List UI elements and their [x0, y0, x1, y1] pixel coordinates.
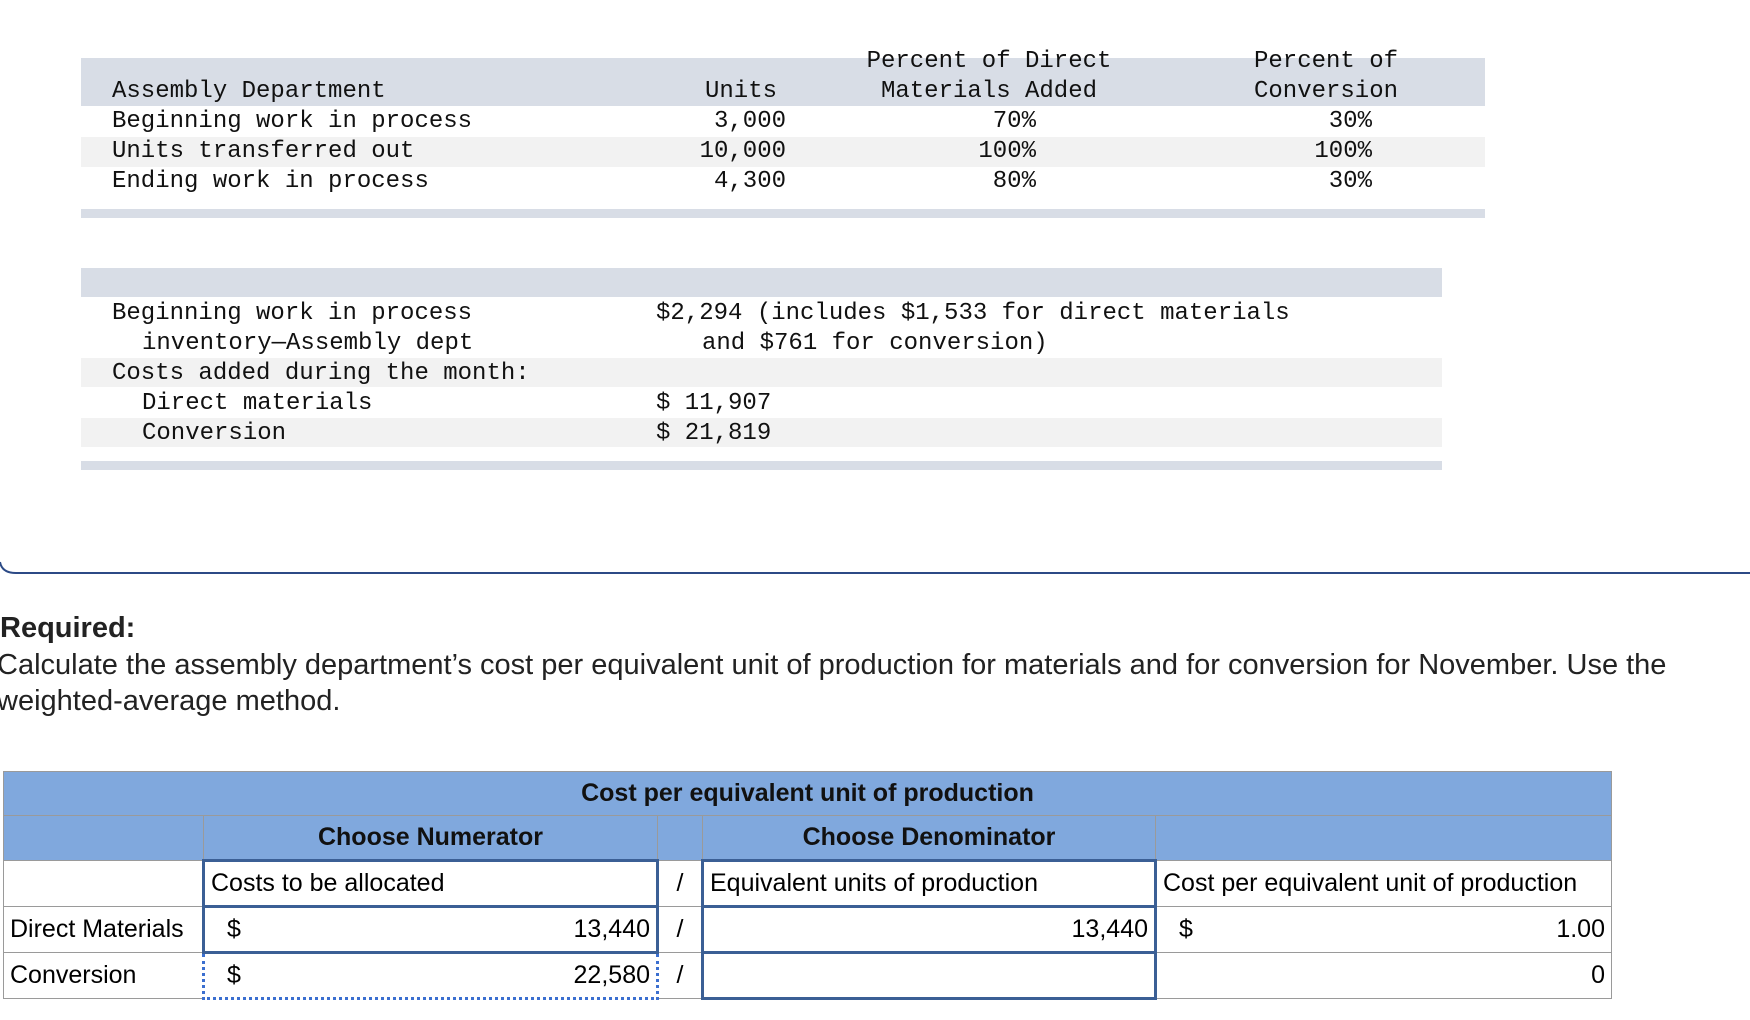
header-cell	[657, 815, 703, 861]
data-row: Conversion $22,580/0	[3, 951, 1612, 1000]
row-label: Beginning work in process	[112, 300, 473, 327]
row-label: Costs added during the month:	[112, 360, 530, 387]
column-header: Conversion	[1253, 78, 1399, 105]
result-cell: $1.00	[1155, 906, 1612, 953]
currency: $	[1179, 915, 1193, 943]
result-value: 1.00	[1556, 915, 1605, 943]
cell: 30%	[1328, 108, 1372, 135]
footer-band	[81, 461, 1442, 470]
slash: /	[657, 952, 703, 999]
row-label: inventory—Assembly dept	[142, 330, 474, 357]
row-label: Conversion	[3, 952, 204, 999]
data-row: Direct Materials $13,440/13,440 $1.00	[3, 905, 1612, 954]
cell: 30%	[1328, 168, 1372, 195]
header-row: Choose Numerator Choose Denominator	[3, 815, 1612, 861]
numerator-input[interactable]: $22,580	[202, 951, 659, 1000]
cell: 10,000	[699, 138, 786, 165]
result-cell: 0	[1155, 952, 1612, 999]
numerator-value: 13,440	[573, 915, 650, 943]
result-value: 0	[1591, 961, 1605, 989]
column-header: Choose Numerator	[203, 815, 658, 861]
column-header: Choose Denominator	[702, 815, 1156, 861]
column-header: Percent of	[1253, 48, 1399, 75]
divider	[0, 561, 1750, 574]
row-label: Conversion	[142, 420, 287, 447]
cell: 3,000	[713, 108, 786, 135]
denominator-input[interactable]	[701, 951, 1157, 1000]
column-header: Percent of Direct	[866, 48, 1112, 75]
header-cell	[3, 815, 204, 861]
row-shade	[81, 137, 1485, 167]
cell: 100%	[1314, 138, 1372, 165]
numerator-value: 22,580	[573, 961, 650, 989]
row-label: Ending work in process	[112, 168, 429, 195]
cell: 4,300	[713, 168, 786, 195]
result-header: Cost per equivalent unit of production	[1155, 860, 1612, 907]
required-text: Calculate the assembly department’s cost…	[0, 649, 1667, 717]
header-band	[81, 58, 1485, 106]
denominator-input[interactable]: 13,440	[701, 905, 1157, 954]
title-row: Cost per equivalent unit of production	[3, 771, 1612, 816]
numerator-select[interactable]: Costs to be allocated	[202, 859, 659, 908]
row-label: Beginning work in process	[112, 108, 473, 135]
cell: 80%	[992, 168, 1036, 195]
header-band	[81, 268, 1442, 297]
row-shade	[81, 358, 1442, 387]
units-table: Assembly Department Units Percent of Direc…	[0, 0, 1750, 230]
row-shade	[81, 418, 1442, 447]
cell: 100%	[978, 138, 1036, 165]
column-header: Assembly Department	[112, 78, 386, 105]
numerator-input[interactable]: $13,440	[202, 905, 659, 954]
column-header: Units	[704, 78, 778, 105]
slash: /	[657, 906, 703, 953]
header-cell	[1155, 815, 1612, 861]
required-title: Required:	[0, 612, 136, 644]
cell: $2,294 (includes $1,533 for direct mater…	[656, 300, 1290, 327]
row-label: Direct Materials	[3, 906, 204, 953]
answer-table: Cost per equivalent unit of production Ch…	[3, 771, 1612, 1000]
subheader-row: Costs to be allocated / Equivalent units o…	[3, 859, 1612, 908]
cell: $ 21,819	[656, 420, 772, 447]
currency: $	[227, 915, 241, 943]
slash: /	[657, 860, 703, 907]
cell: 70%	[992, 108, 1036, 135]
currency: $	[227, 961, 241, 989]
denominator-select[interactable]: Equivalent units of production	[701, 859, 1157, 908]
table-title: Cost per equivalent unit of production	[3, 771, 1612, 816]
cell: and $761 for conversion)	[702, 330, 1048, 357]
row-label: Units transferred out	[112, 138, 415, 165]
cell: $ 11,907	[656, 390, 772, 417]
blank-cell	[3, 860, 204, 907]
row-label: Direct materials	[142, 390, 373, 417]
footer-band	[81, 209, 1485, 218]
cost-table: Beginning work in process inventory—Assem…	[0, 0, 1750, 480]
column-header: Materials Added	[880, 78, 1098, 105]
